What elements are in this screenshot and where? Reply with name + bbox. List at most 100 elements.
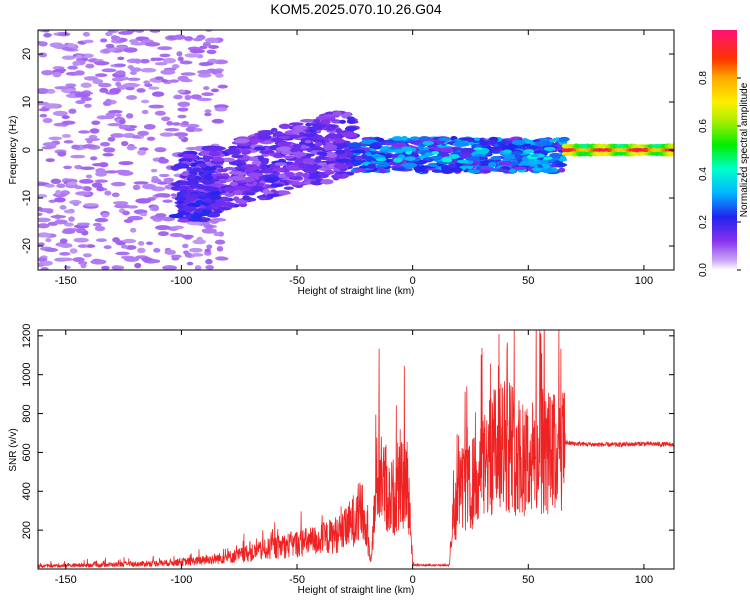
spectrogram-cell — [123, 47, 138, 53]
spectrogram-cell — [347, 142, 362, 148]
spectrogram-cell — [151, 205, 159, 211]
spectrogram-cell — [149, 30, 161, 33]
x-tick-label: 0 — [410, 275, 416, 287]
spectrogram-cell — [190, 94, 202, 100]
spectrogram-cell — [56, 183, 66, 189]
spectrogram-cell — [510, 161, 519, 166]
spectrogram-cell — [187, 173, 197, 180]
colorbar-label: Normalized spectral amplitude — [739, 82, 750, 217]
spectrogram-cell — [204, 198, 212, 204]
spectrogram-cell — [177, 114, 187, 119]
spectrogram-cell — [173, 132, 189, 137]
colorbar-tick-label: 0.0 — [698, 263, 709, 277]
spectrogram-cell — [194, 209, 203, 214]
spectrogram-cell — [549, 152, 562, 158]
spectrogram-cell — [452, 141, 469, 147]
spectrogram-cell — [105, 112, 116, 118]
spectrogram-cell — [42, 142, 57, 147]
spectrogram-cell — [146, 136, 156, 141]
spectrogram-cell — [100, 38, 108, 43]
spectrogram-cell — [124, 127, 136, 132]
spectrogram-cell — [266, 193, 280, 198]
spectrogram-cell — [84, 103, 92, 108]
spectrogram-cell — [313, 158, 322, 163]
spectrogram-cell — [192, 239, 207, 245]
spectrogram-cell — [125, 113, 134, 119]
spectrogram-cell — [141, 257, 153, 262]
spectrogram-cell — [206, 49, 217, 55]
spectrogram-cell — [39, 113, 48, 118]
spectrogram-cell — [111, 192, 120, 198]
spectrogram-cell — [45, 208, 54, 214]
spectrogram-cell — [38, 88, 50, 93]
spectrogram-cell — [283, 155, 295, 159]
spectrogram-cell — [119, 119, 126, 125]
spectrogram-cell — [204, 37, 220, 44]
spectrogram-cell — [419, 136, 431, 141]
spectrogram-cell — [77, 222, 91, 226]
spectrogram-cell — [391, 142, 407, 148]
spectrogram-cell — [326, 126, 336, 131]
spectrogram-cell — [183, 205, 197, 212]
spectrogram-cell — [143, 80, 151, 85]
spectrogram-cell — [102, 152, 114, 157]
spectrogram-cell — [116, 84, 127, 90]
spectrogram-cell — [289, 122, 304, 126]
spectrogram-cell — [122, 238, 137, 244]
spectrogram-cell — [270, 137, 284, 143]
spectrogram-cell — [91, 120, 101, 126]
colorbar-gradient — [712, 30, 737, 270]
spectrogram-cell — [404, 156, 416, 161]
x-tick-label: -50 — [289, 574, 305, 586]
spectrogram-cell — [274, 162, 287, 166]
spectrogram-cell — [528, 145, 538, 149]
spectrogram-cell — [311, 146, 323, 151]
spectrogram-cell — [207, 58, 218, 63]
spectrogram-cell — [66, 42, 75, 48]
spectrogram-cell — [124, 83, 141, 87]
colorbar-tick-label: 0.6 — [698, 119, 709, 133]
spectrogram-cell — [208, 195, 222, 200]
spectrogram-cell — [129, 71, 137, 75]
y-tick-label: 10 — [21, 96, 33, 108]
spectrogram-cell — [98, 162, 109, 168]
y-tick-label: 1200 — [21, 324, 33, 348]
spectrogram-cell — [443, 137, 451, 142]
spectrogram-cell — [558, 167, 566, 173]
spectrogram-cell — [157, 231, 169, 237]
spectrogram-y-axis-label: Frequency (Hz) — [8, 116, 19, 185]
spectrogram-cell — [132, 184, 141, 191]
spectrogram-cell — [140, 58, 150, 64]
spectrogram-cell — [148, 104, 165, 109]
spectrogram-cell — [181, 234, 194, 239]
spectrogram-cell — [184, 94, 192, 101]
spectrogram-cell — [44, 183, 56, 188]
spectrogram-cell — [340, 173, 350, 178]
spectrogram-cell — [439, 147, 454, 153]
spectrogram-cell — [343, 148, 353, 152]
spectrogram-cell — [448, 167, 463, 173]
spectrogram-cell — [440, 153, 451, 158]
spectrogram-cell — [375, 137, 385, 143]
spectrogram-cell — [465, 156, 481, 161]
spectrogram-cell — [242, 195, 250, 201]
spectrogram-cell — [55, 189, 62, 196]
spectrogram-cell — [126, 205, 138, 209]
spectrogram-cell — [221, 157, 236, 162]
spectrogram-cell — [166, 120, 173, 126]
spectrogram-cell — [670, 143, 674, 149]
spectrogram-cell — [364, 155, 375, 162]
spectrogram-cell — [488, 161, 497, 168]
spectrogram-cell — [283, 171, 295, 177]
spectrogram-cell — [71, 144, 80, 150]
x-tick-label: -50 — [289, 275, 305, 287]
spectrogram-cell — [66, 181, 77, 186]
spectrogram-cell — [127, 145, 138, 150]
spectrogram-cell — [204, 248, 211, 253]
spectrogram-cell — [122, 210, 130, 216]
spectrogram-cell — [234, 138, 250, 144]
spectrogram-data — [38, 30, 674, 270]
spectrogram-cell — [422, 140, 435, 146]
y-tick-label: 600 — [21, 443, 33, 461]
spectrogram-cell — [57, 151, 67, 157]
